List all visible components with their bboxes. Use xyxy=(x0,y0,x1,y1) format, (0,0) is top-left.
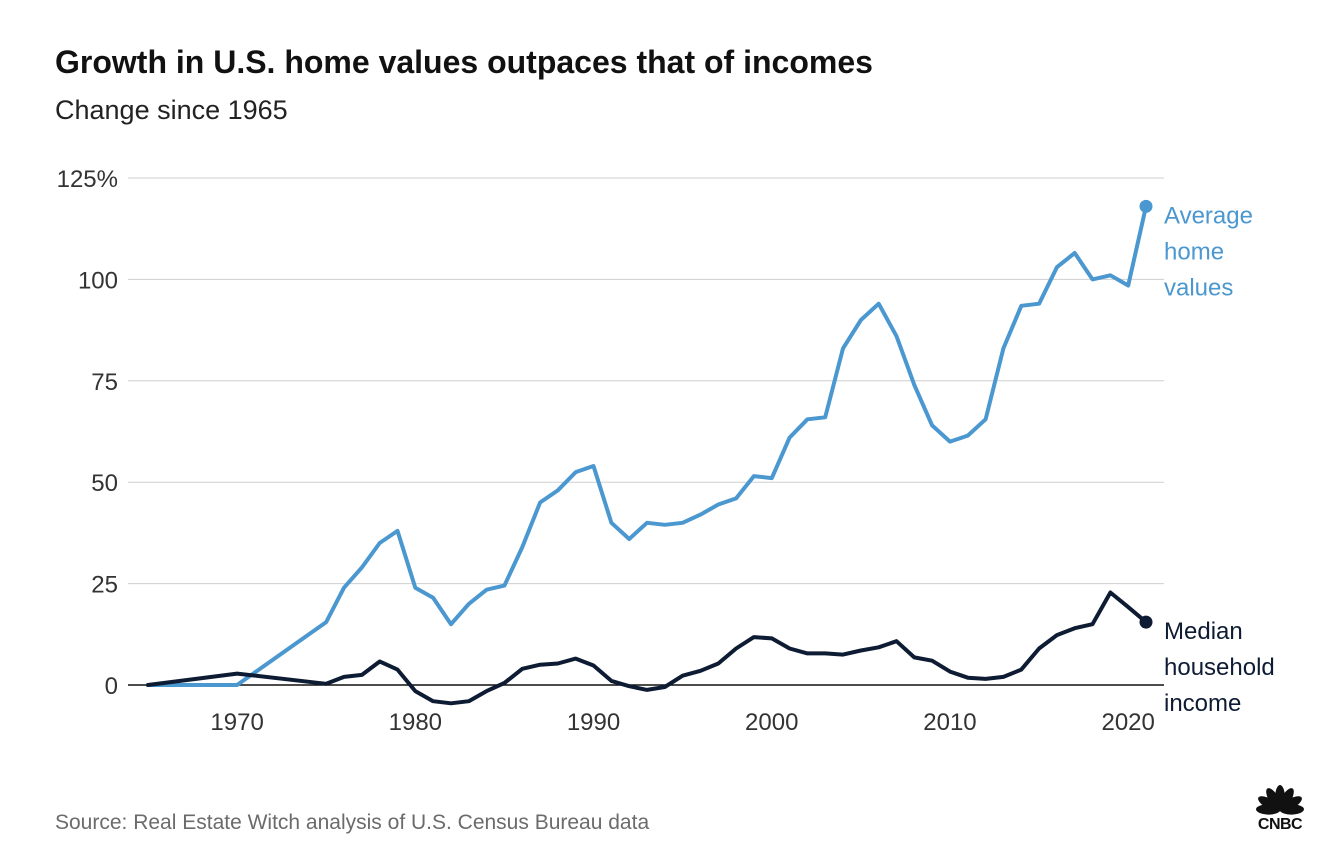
x-tick-label: 1980 xyxy=(389,709,442,736)
series-label-line: household xyxy=(1164,654,1275,681)
household-income-line xyxy=(146,590,1148,706)
y-tick-label: 125% xyxy=(57,166,118,193)
series-label-line: Median xyxy=(1164,618,1243,645)
y-tick-label: 0 xyxy=(105,673,118,700)
y-tick-label: 50 xyxy=(91,470,118,497)
chart-title: Growth in U.S. home values outpaces that… xyxy=(55,44,873,80)
x-tick-label: 1990 xyxy=(567,709,620,736)
series-label-line: home xyxy=(1164,238,1224,265)
source-note: Source: Real Estate Witch analysis of U.… xyxy=(55,811,650,834)
x-tick-label: 1970 xyxy=(210,709,263,736)
series-label-line: values xyxy=(1164,274,1233,301)
x-tick-label: 2000 xyxy=(745,709,798,736)
y-tick-label: 75 xyxy=(91,369,118,396)
series-label-line: Average xyxy=(1164,202,1253,229)
home-values-label: Average home values xyxy=(1164,202,1253,301)
x-tick-label: 2010 xyxy=(923,709,976,736)
x-tick-label: 2020 xyxy=(1101,709,1154,736)
series-label-line: income xyxy=(1164,690,1241,717)
cnbc-peacock-logo xyxy=(1256,785,1304,815)
home-values-line xyxy=(146,204,1148,687)
y-tick-label: 100 xyxy=(78,267,118,294)
y-tick-label: 25 xyxy=(91,572,118,599)
household-income-label: Median household income xyxy=(1164,618,1275,717)
chart-subtitle: Change since 1965 xyxy=(55,95,288,125)
household-income-end-marker xyxy=(1139,615,1153,629)
line-chart: 125% 100 75 50 25 0 1970 1980 1990 2000 2010 2020 Av… xyxy=(57,166,1275,736)
cnbc-logo-text: CNBC xyxy=(1257,816,1303,833)
home-values-end-marker xyxy=(1139,199,1153,213)
